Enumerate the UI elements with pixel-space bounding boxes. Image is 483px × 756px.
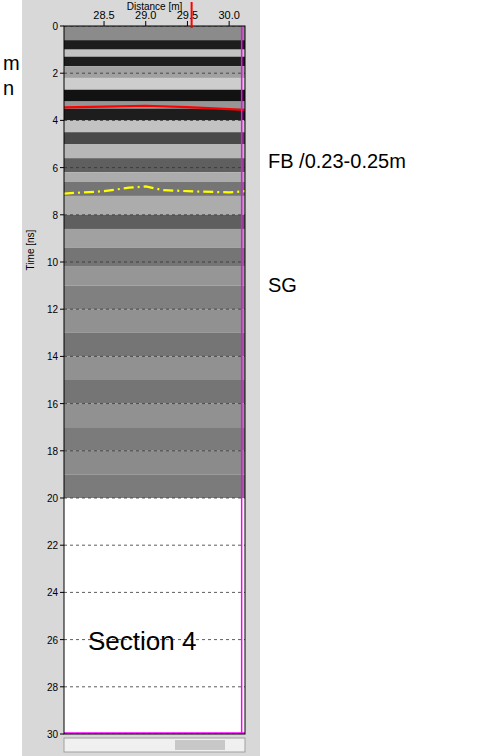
tick-label: 22 xyxy=(47,540,59,551)
reflection-band xyxy=(64,90,245,102)
interface-line xyxy=(64,106,245,110)
grid-line xyxy=(64,120,245,121)
tick xyxy=(60,262,64,263)
reflection-band xyxy=(64,451,245,475)
reflection-band xyxy=(64,286,245,310)
reflection-band xyxy=(64,132,245,144)
grid-line xyxy=(64,686,245,687)
annotation: FB /0.23-0.25m xyxy=(268,150,406,172)
tick-label: 18 xyxy=(47,446,59,457)
tick xyxy=(60,26,64,27)
grid-line xyxy=(64,450,245,451)
reflection-band xyxy=(64,474,245,498)
chart: 28.529.029.530.0Distance [m]024681012141… xyxy=(0,0,483,756)
tick-label: 8 xyxy=(52,210,58,221)
grid-line xyxy=(64,498,245,499)
tick-label: 16 xyxy=(47,399,59,410)
reflection-band xyxy=(64,427,245,451)
marker-line xyxy=(241,26,243,734)
frame xyxy=(64,26,245,734)
annotation: SG xyxy=(268,274,297,296)
grid-line xyxy=(64,592,245,593)
reflection-band xyxy=(64,248,245,267)
grid-line xyxy=(64,309,245,310)
reflection-band xyxy=(64,120,245,132)
reflection-band xyxy=(64,309,245,333)
grid-line xyxy=(64,403,245,404)
reflection-band xyxy=(64,144,245,158)
tick-label: 14 xyxy=(47,351,59,362)
tick-label: 12 xyxy=(47,304,59,315)
tick xyxy=(60,592,64,593)
plot-area xyxy=(64,26,245,734)
tick xyxy=(60,686,64,687)
tick-label: 24 xyxy=(47,587,59,598)
annotation: m xyxy=(3,52,20,74)
tick-label: 2 xyxy=(52,68,58,79)
tick xyxy=(60,214,64,215)
grid-line xyxy=(64,167,245,168)
tick xyxy=(229,21,230,26)
tick xyxy=(187,21,188,26)
tick-label: 28.5 xyxy=(93,9,114,21)
reflection-band xyxy=(64,26,245,40)
grid-line xyxy=(64,262,245,263)
tick xyxy=(60,309,64,310)
cursor xyxy=(191,2,193,28)
tick-label: 4 xyxy=(52,115,58,126)
reflection-band xyxy=(64,66,245,78)
reflection-band xyxy=(64,40,245,49)
reflection-band xyxy=(64,267,245,286)
tick xyxy=(60,73,64,74)
tick xyxy=(60,356,64,357)
grid-line xyxy=(64,214,245,215)
reflection-band xyxy=(64,78,245,90)
tick xyxy=(60,498,64,499)
reflection-band xyxy=(64,109,245,121)
tick xyxy=(60,639,64,640)
reflection-band xyxy=(64,229,245,248)
tick-label: 30 xyxy=(47,729,59,740)
tick-label: 0 xyxy=(52,21,58,32)
scrollbar xyxy=(64,738,245,752)
axis-title: Time [ns] xyxy=(25,229,36,270)
tick-label: 26 xyxy=(47,635,59,646)
tick xyxy=(60,734,64,735)
annotation: Section 4 xyxy=(88,626,196,656)
reflection-band xyxy=(64,182,245,196)
annotation: n xyxy=(3,77,14,99)
interface-line xyxy=(64,186,245,193)
reflection-band xyxy=(64,57,245,66)
reflection-band xyxy=(64,380,245,404)
grid-line xyxy=(64,356,245,357)
reflection-band xyxy=(64,215,245,229)
tick-label: 20 xyxy=(47,493,59,504)
reflection-band xyxy=(64,404,245,428)
axis-title: Distance [m] xyxy=(127,1,183,12)
tick-label: 6 xyxy=(52,163,58,174)
tick-label: 30.0 xyxy=(218,9,239,21)
tick xyxy=(104,21,105,26)
reflection-band xyxy=(64,50,245,57)
reflection-band xyxy=(64,158,245,172)
plot-background xyxy=(64,26,245,734)
reflection-band xyxy=(64,356,245,380)
scrollbar-thumb xyxy=(175,740,225,750)
reflection-band xyxy=(64,196,245,215)
reflection-band xyxy=(64,172,245,181)
grid-line xyxy=(64,73,245,74)
tick-label: 28 xyxy=(47,682,59,693)
tick xyxy=(60,120,64,121)
grid-line xyxy=(64,545,245,546)
panel xyxy=(22,0,260,756)
reflection-band xyxy=(64,333,245,357)
tick xyxy=(60,450,64,451)
tick xyxy=(145,21,146,26)
tick-label: 10 xyxy=(47,257,59,268)
tick xyxy=(60,545,64,546)
tick xyxy=(60,167,64,168)
tick xyxy=(60,403,64,404)
